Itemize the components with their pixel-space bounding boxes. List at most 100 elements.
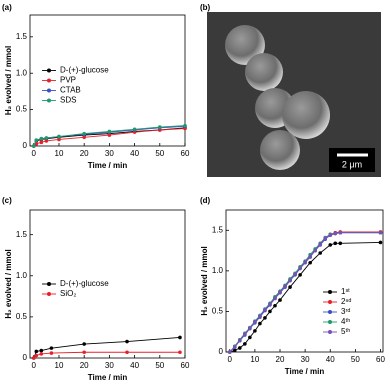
data-point — [313, 248, 317, 253]
series-line — [229, 242, 381, 353]
data-point — [238, 346, 242, 350]
data-point — [57, 137, 61, 142]
data-point — [333, 231, 338, 236]
x-tick-label: 40 — [326, 355, 335, 364]
data-point — [258, 321, 262, 326]
legend-label: 5ᵗʰ — [341, 327, 350, 336]
x-tick-label: 10 — [55, 361, 64, 370]
x-axis-label: Time / min — [88, 161, 128, 170]
y-axis-label: H₂ evolved / mmol — [4, 249, 13, 318]
legend-label: D-(+)-glucose — [60, 279, 109, 288]
data-point — [49, 346, 54, 350]
panel-label: (d) — [200, 196, 211, 205]
data-point — [258, 314, 262, 319]
x-tick-label: 30 — [105, 149, 114, 158]
data-point — [273, 303, 277, 308]
y-tick-label: 1.0 — [212, 266, 224, 275]
series-line — [33, 128, 186, 147]
sem-image: 2 μm — [207, 12, 381, 177]
panel-label: (a) — [2, 3, 12, 12]
data-point — [183, 123, 187, 128]
data-point — [232, 345, 237, 349]
legend-label: SiO₂ — [60, 289, 76, 298]
data-point — [44, 139, 49, 143]
data-point — [298, 266, 302, 271]
x-tick-label: 30 — [301, 355, 310, 364]
data-point — [125, 350, 129, 355]
legend-marker — [47, 68, 51, 73]
data-point — [34, 353, 39, 358]
legend-label: 4ᵗʰ — [341, 317, 350, 326]
x-tick-label: 20 — [276, 355, 285, 364]
x-tick-label: 0 — [32, 149, 37, 158]
legend-marker — [328, 330, 332, 334]
data-point — [157, 125, 162, 129]
legend-marker — [328, 300, 332, 304]
data-point — [263, 308, 267, 312]
data-point — [232, 348, 237, 353]
legend-label: 2ⁿᵈ — [341, 297, 351, 306]
data-point — [263, 316, 267, 320]
data-point — [227, 350, 232, 354]
data-point — [288, 278, 292, 283]
data-point — [57, 134, 61, 139]
data-point — [82, 131, 86, 136]
y-tick-label: 1.0 — [16, 68, 28, 77]
y-tick-label: 0 — [219, 347, 224, 356]
x-tick-label: 30 — [105, 361, 114, 370]
scale-bar-label: 2 μm — [342, 159, 362, 169]
data-point — [243, 332, 247, 336]
data-point — [39, 348, 44, 353]
panel-label: (b) — [200, 3, 211, 12]
data-point — [318, 242, 323, 246]
x-tick-label: 60 — [181, 361, 190, 370]
legend-marker — [328, 290, 332, 294]
data-point — [323, 236, 328, 241]
y-tick-label: 0 — [23, 353, 28, 362]
data-point — [39, 136, 44, 141]
data-point — [298, 273, 302, 277]
data-point — [268, 309, 272, 314]
data-point — [283, 284, 287, 289]
x-axis-label: Time / min — [285, 367, 325, 376]
data-point — [39, 352, 44, 356]
particle — [260, 130, 300, 170]
particle — [282, 91, 330, 139]
x-tick-label: 50 — [155, 361, 164, 370]
particle — [245, 53, 283, 91]
y-axis-label: H₂ evolved / mmol — [4, 46, 13, 115]
data-point — [318, 251, 323, 255]
legend-marker — [47, 78, 51, 83]
x-tick-label: 40 — [130, 149, 139, 158]
x-tick-label: 40 — [130, 361, 139, 370]
y-tick-label: 1.0 — [16, 271, 28, 280]
data-point — [49, 351, 54, 355]
plot-frame — [225, 209, 384, 353]
data-point — [308, 260, 312, 265]
data-point — [328, 233, 333, 237]
data-point — [82, 342, 86, 346]
legend-marker — [328, 310, 332, 314]
data-point — [333, 241, 338, 246]
legend-label: PVP — [60, 76, 76, 85]
x-tick-label: 10 — [250, 355, 259, 364]
data-point — [178, 335, 182, 340]
data-point — [338, 241, 343, 246]
legend-label: 3ʳᵈ — [341, 307, 350, 316]
data-point — [248, 335, 252, 340]
data-point — [34, 138, 39, 142]
particle — [225, 25, 265, 65]
legend-marker — [328, 320, 332, 324]
x-tick-label: 60 — [376, 355, 385, 364]
legend-label: CTAB — [60, 86, 81, 95]
data-point — [278, 290, 282, 294]
data-point — [178, 350, 182, 355]
plot-frame — [29, 14, 186, 147]
y-tick-label: 0 — [23, 141, 28, 150]
x-tick-label: 0 — [228, 355, 233, 364]
data-point — [338, 230, 343, 235]
y-tick-label: 1.5 — [16, 230, 28, 239]
y-tick-label: 1.5 — [212, 225, 224, 234]
x-tick-label: 20 — [80, 361, 89, 370]
